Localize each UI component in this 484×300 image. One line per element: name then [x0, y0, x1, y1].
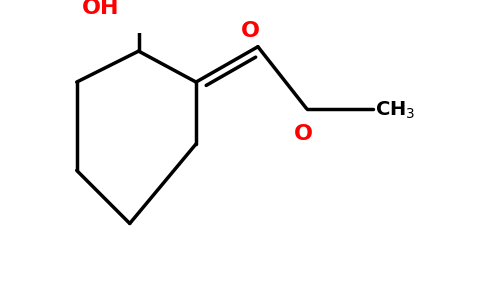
Text: OH: OH [82, 0, 119, 17]
Text: O: O [242, 20, 260, 40]
Text: CH$_3$: CH$_3$ [375, 100, 415, 121]
Text: O: O [294, 124, 313, 145]
